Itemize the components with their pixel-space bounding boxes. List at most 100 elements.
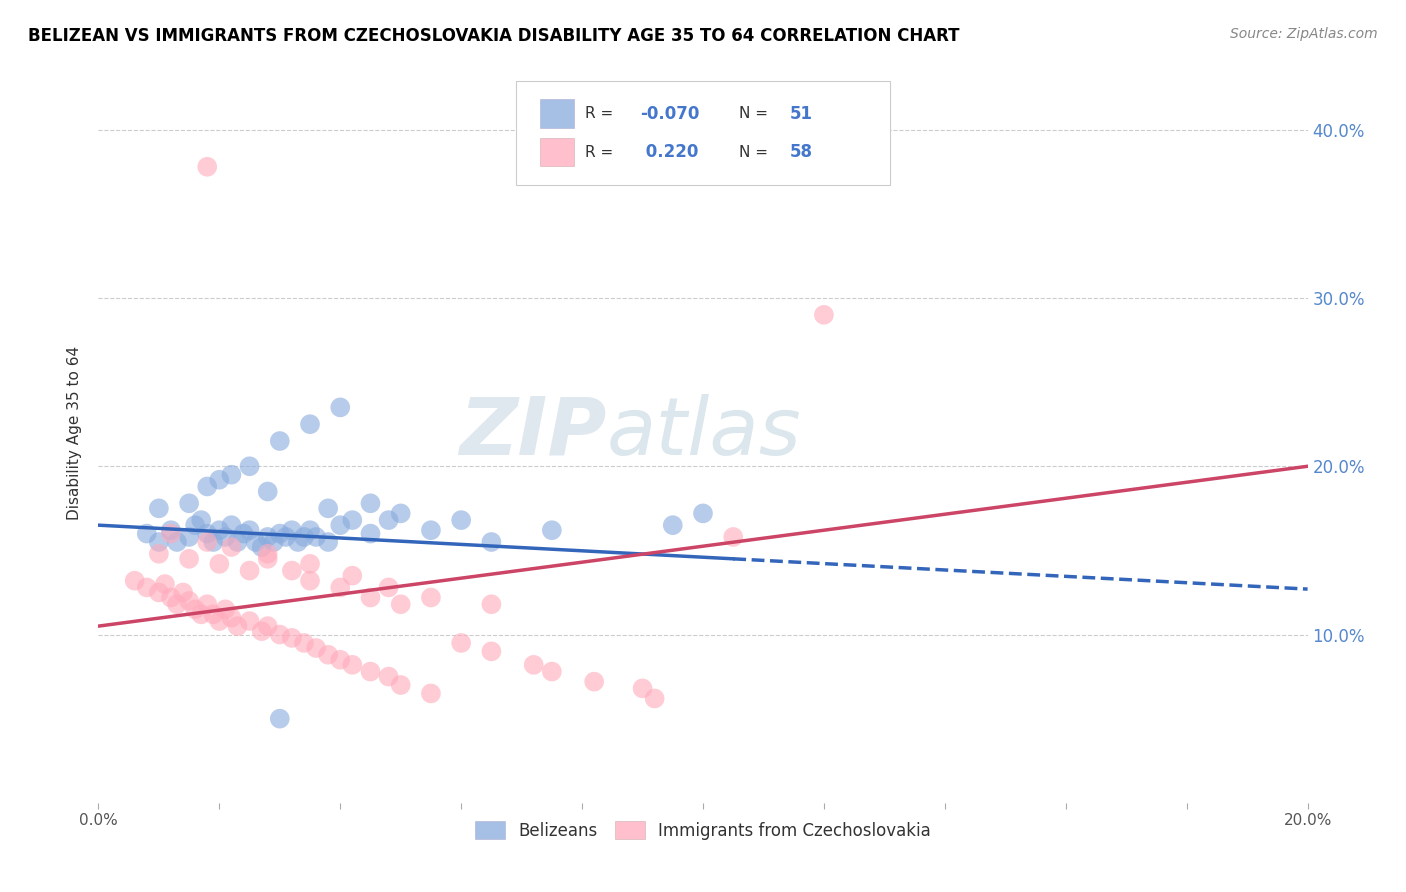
- Point: [723, 530, 745, 544]
- Point: [166, 535, 188, 549]
- Point: [360, 591, 382, 605]
- Point: [195, 535, 218, 549]
- Point: [360, 496, 382, 510]
- Text: ZIP: ZIP: [458, 393, 606, 472]
- Bar: [540, 99, 574, 128]
- Point: [631, 681, 654, 696]
- Point: [153, 577, 176, 591]
- Point: [208, 614, 231, 628]
- Point: [540, 665, 562, 679]
- Point: [377, 581, 399, 595]
- Point: [644, 691, 666, 706]
- Point: [214, 530, 236, 544]
- Point: [135, 526, 157, 541]
- FancyBboxPatch shape: [516, 81, 890, 185]
- Point: [540, 523, 562, 537]
- Point: [239, 523, 262, 537]
- Point: [360, 526, 382, 541]
- Point: [389, 597, 412, 611]
- Point: [583, 674, 606, 689]
- Point: [305, 640, 328, 655]
- Point: [299, 574, 322, 588]
- Point: [389, 678, 412, 692]
- Point: [329, 518, 352, 533]
- Point: [160, 523, 183, 537]
- Point: [190, 607, 212, 622]
- Point: [135, 581, 157, 595]
- Point: [184, 602, 207, 616]
- Legend: Belizeans, Immigrants from Czechoslovakia: Belizeans, Immigrants from Czechoslovaki…: [468, 814, 938, 847]
- Point: [239, 459, 262, 474]
- Point: [342, 568, 364, 582]
- Point: [299, 523, 322, 537]
- Point: [420, 591, 443, 605]
- Point: [269, 526, 291, 541]
- Point: [239, 564, 262, 578]
- Point: [274, 530, 297, 544]
- Point: [179, 594, 201, 608]
- Point: [481, 597, 503, 611]
- Point: [250, 540, 273, 554]
- Point: [208, 473, 231, 487]
- Text: 58: 58: [790, 143, 813, 161]
- Point: [256, 619, 278, 633]
- Point: [160, 591, 183, 605]
- Point: [250, 624, 273, 639]
- Point: [292, 530, 315, 544]
- Point: [316, 501, 339, 516]
- Point: [299, 417, 322, 432]
- Point: [124, 574, 146, 588]
- Point: [281, 564, 304, 578]
- Point: [245, 535, 267, 549]
- Point: [239, 614, 262, 628]
- Point: [195, 597, 218, 611]
- Point: [342, 657, 364, 672]
- Point: [256, 547, 278, 561]
- Point: [316, 648, 339, 662]
- Point: [263, 535, 285, 549]
- Point: [256, 551, 278, 566]
- Text: -0.070: -0.070: [640, 104, 700, 122]
- Point: [420, 686, 443, 700]
- Text: N =: N =: [740, 106, 773, 121]
- Point: [269, 712, 291, 726]
- Point: [232, 526, 254, 541]
- Point: [692, 507, 714, 521]
- Point: [184, 518, 207, 533]
- Point: [377, 513, 399, 527]
- Text: 51: 51: [790, 104, 813, 122]
- Text: R =: R =: [585, 145, 617, 160]
- Point: [148, 547, 170, 561]
- Point: [329, 653, 352, 667]
- Bar: [540, 138, 574, 166]
- Point: [292, 636, 315, 650]
- Point: [287, 535, 309, 549]
- Text: atlas: atlas: [606, 393, 801, 472]
- Point: [226, 535, 249, 549]
- Point: [269, 627, 291, 641]
- Point: [148, 501, 170, 516]
- Point: [481, 644, 503, 658]
- Point: [221, 467, 243, 482]
- Point: [389, 507, 412, 521]
- Point: [166, 597, 188, 611]
- Point: [195, 479, 218, 493]
- Point: [195, 160, 218, 174]
- Point: [256, 484, 278, 499]
- Point: [420, 523, 443, 537]
- Point: [269, 434, 291, 448]
- Point: [214, 602, 236, 616]
- Text: 0.220: 0.220: [640, 143, 699, 161]
- Text: R =: R =: [585, 106, 617, 121]
- Point: [172, 585, 194, 599]
- Point: [179, 551, 201, 566]
- Point: [179, 530, 201, 544]
- Point: [179, 496, 201, 510]
- Point: [305, 530, 328, 544]
- Point: [221, 518, 243, 533]
- Point: [450, 513, 472, 527]
- Point: [661, 518, 683, 533]
- Point: [221, 610, 243, 624]
- Point: [148, 585, 170, 599]
- Y-axis label: Disability Age 35 to 64: Disability Age 35 to 64: [67, 345, 83, 520]
